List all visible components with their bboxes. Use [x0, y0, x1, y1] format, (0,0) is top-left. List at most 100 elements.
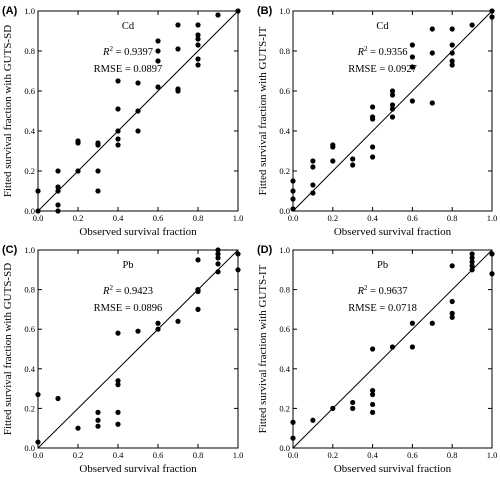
panel-1-point	[195, 32, 201, 38]
panel-3-point	[135, 328, 141, 334]
panel-2-x-tick-label: 0.4	[367, 213, 378, 223]
panel-1-point	[55, 184, 61, 190]
panel-1-point	[55, 208, 61, 214]
panel-1-point	[35, 188, 41, 194]
panel-4-point	[469, 251, 475, 257]
panel-2-point	[449, 50, 455, 56]
panel-2-point	[449, 42, 455, 48]
panel-1-y-tick-label: 0.8	[24, 46, 35, 56]
panel-3-r2-label: R2 = 0.9423	[102, 284, 153, 297]
panel-2-point	[350, 156, 356, 162]
panel-2-point	[489, 8, 495, 14]
panel-2-point	[310, 158, 316, 164]
panel-3-point	[115, 378, 121, 384]
panel-1-x-tick-label: 0.2	[73, 213, 84, 223]
panel-3-point	[215, 251, 221, 257]
panel-3-point	[215, 255, 221, 261]
panel-1-x-tick-label: 0.4	[113, 213, 124, 223]
panel-1-rmse-label: RMSE = 0.0897	[94, 64, 163, 75]
panel-3-y-axis-label: Fitted survival fraction with GUTS-SD	[2, 263, 14, 435]
panel-3-point	[195, 288, 201, 295]
panel-4-point	[370, 409, 376, 415]
panel-4-point	[350, 405, 356, 411]
panel-1-point	[135, 128, 141, 134]
panel-1-point	[135, 108, 141, 114]
panel-1-y-axis-label: Fitted survival fraction with GUTS-SD	[2, 25, 14, 197]
panel-1-x-tick-label: 0.8	[193, 213, 204, 223]
panel-3-x-tick-label: 0.0	[33, 450, 44, 460]
panel-3-point	[155, 320, 161, 326]
panel-2-point	[409, 98, 415, 104]
panel-3-metal-label: Pb	[122, 260, 133, 271]
panel-2-point	[489, 14, 495, 20]
panel-4-x-tick-label: 0.0	[288, 450, 299, 460]
panel-2-point	[429, 50, 435, 56]
panel-1-y-tick-label: 0.6	[24, 86, 35, 96]
panel-1-point	[195, 42, 201, 48]
panel-2-point	[370, 104, 376, 110]
panel-3-point	[175, 318, 181, 324]
panel-3-point	[195, 306, 201, 312]
panel-2-x-tick-label: 0.2	[327, 213, 338, 223]
panel-3-point	[35, 439, 41, 445]
panel-4-x-tick-label: 1.0	[487, 450, 498, 460]
panel-2-y-tick-label: 0.6	[279, 86, 290, 96]
panel-2-r2-label: R2 = 0.9356	[357, 45, 408, 58]
panel-4-metal-label: Pb	[377, 260, 388, 271]
panel-2-point	[310, 182, 316, 188]
panel-3-x-tick-label: 1.0	[233, 450, 244, 460]
panel-1-point	[55, 168, 61, 174]
panel-3-point	[235, 267, 241, 273]
panel-1-point	[195, 62, 201, 68]
panel-3-point	[115, 382, 121, 388]
panel-2-point	[290, 178, 296, 184]
panel-2-y-tick-label: 0.4	[279, 126, 290, 136]
panel-2-y-tick-label: 0.2	[279, 166, 290, 176]
panel-4-point	[469, 267, 475, 273]
panel-1-y-tick-label: 0.2	[24, 166, 35, 176]
panel-2-point	[310, 190, 316, 196]
panel-3-y-tick-label: 0.6	[24, 324, 35, 334]
panel-2-point	[449, 58, 455, 64]
panel-1-point	[95, 188, 101, 194]
panel-4-x-axis-label: Observed survival fraction	[334, 463, 452, 475]
panel-4-point	[449, 298, 455, 305]
panel-2-point	[389, 106, 396, 112]
panel-2-x-tick-label: 0.8	[447, 213, 458, 223]
panel-4-letter: (D)	[257, 244, 273, 256]
panel-2-point	[389, 92, 396, 98]
panel-4-rmse-label: RMSE = 0.0718	[348, 303, 417, 314]
panel-3-y-tick-label: 1.0	[24, 245, 35, 255]
panel-2-point	[409, 64, 415, 70]
panel-1-point	[55, 188, 61, 194]
panel-2-x-tick-label: 0.0	[288, 213, 299, 223]
panel-2-point	[389, 114, 396, 120]
panel-4-point	[370, 387, 376, 394]
panel-2-point	[389, 88, 396, 94]
panel-2-y-tick-label: 1.0	[279, 6, 290, 16]
panel-4-y-tick-label: 0.8	[279, 285, 290, 295]
panel-4-y-tick-label: 0.6	[279, 324, 290, 334]
panel-3-point	[235, 251, 241, 257]
panel-3-y-tick-label: 0.0	[24, 443, 35, 453]
panel-1-point	[155, 38, 161, 44]
panel-3-point	[95, 417, 101, 423]
panel-1-point	[195, 36, 201, 42]
panel-3-point	[215, 269, 221, 275]
panel-1-frame	[37, 10, 239, 212]
panel-2-metal-label: Cd	[376, 21, 389, 32]
panel-2-point	[370, 144, 376, 150]
panel-2-point	[469, 22, 475, 28]
panel-1-point	[175, 88, 181, 94]
panel-3-point	[95, 409, 101, 415]
panel-1-point	[195, 56, 201, 62]
panel-1-point	[155, 84, 161, 90]
panel-2-point	[290, 196, 296, 202]
panel-4-x-tick-label: 0.8	[447, 450, 458, 460]
panel-4-point	[330, 405, 336, 411]
panel-2-point	[449, 26, 455, 32]
panel-1-letter: (A)	[2, 5, 18, 17]
panel-2-letter: (B)	[257, 5, 273, 17]
panel-3-y-tick-label: 0.2	[24, 403, 35, 413]
panel-2-frame	[292, 10, 493, 212]
